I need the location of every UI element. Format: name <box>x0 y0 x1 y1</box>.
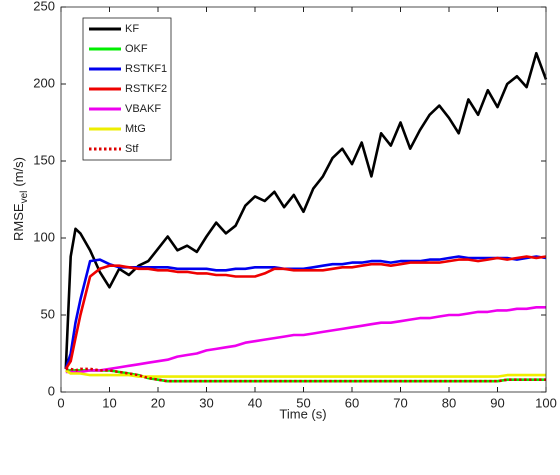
x-tick-label: 50 <box>296 395 310 410</box>
x-tick-label: 80 <box>442 395 456 410</box>
x-tick-label: 10 <box>102 395 116 410</box>
axes-frame <box>60 6 547 393</box>
x-tick-label: 20 <box>151 395 165 410</box>
y-label-unit: (m/s) <box>11 157 26 187</box>
y-axis-label: RMSEvel (m/s) <box>11 157 29 241</box>
y-label-main: RMSE <box>11 203 26 241</box>
x-tick-label: 40 <box>248 395 262 410</box>
legend-label: RSTKF2 <box>125 83 167 95</box>
x-tick-label: 60 <box>345 395 359 410</box>
legend-label: MtG <box>125 123 146 135</box>
y-tick-label: 50 <box>41 306 55 321</box>
x-axis-label: Time (s) <box>279 406 326 421</box>
legend-label: OKF <box>125 43 148 55</box>
legend-label: KF <box>125 23 139 35</box>
series-line <box>64 51 548 369</box>
series-line <box>65 306 546 374</box>
x-tick-label: 90 <box>490 395 504 410</box>
y-tick-label: 200 <box>33 75 55 90</box>
legend-label: Stf <box>125 143 139 155</box>
x-tick-label: 0 <box>57 395 64 410</box>
series-line <box>64 255 547 370</box>
y-tick-label: 0 <box>48 383 55 398</box>
y-tick-label: 100 <box>33 229 55 244</box>
series-line <box>65 369 546 378</box>
x-tick-label: 70 <box>393 395 407 410</box>
legend-label: VBAKF <box>125 103 161 115</box>
y-tick-label: 150 <box>33 152 55 167</box>
y-tick-label: 250 <box>33 0 55 13</box>
x-tick-label: 30 <box>199 395 213 410</box>
series-line <box>65 369 546 383</box>
x-tick-label: 100 <box>535 395 557 410</box>
legend-label: RSTKF1 <box>125 63 167 75</box>
y-label-sub: vel <box>19 191 30 204</box>
